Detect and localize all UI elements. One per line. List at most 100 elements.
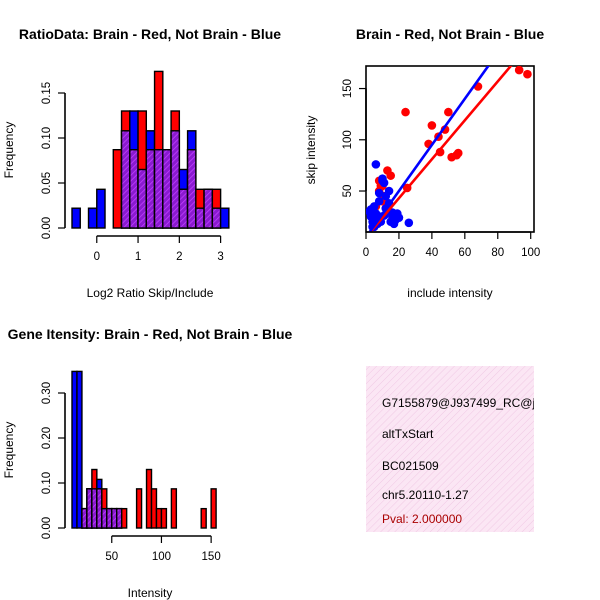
info-panel-background [366,366,534,532]
ratio-histogram-x-tick-label: 0 [94,251,100,263]
intensity-histogram-bar-brain [135,488,143,529]
scatter-point-brain [453,148,463,158]
intensity-histogram-bar-brain [200,507,207,529]
intensity-histogram-bar-not-brain [76,370,83,529]
scatter-point-not-brain [374,188,384,198]
scatter-x-tick-label: 60 [458,247,471,259]
ratio-histogram-bar-overlap [170,130,181,229]
ratio-histogram-bar-overlap [195,207,205,229]
intensity-histogram-bar-brain [155,507,163,529]
info-panel: G7155879@J937499_RC@j_at altTxStart BC02… [366,366,552,532]
ratio-histogram-bar-overlap [211,207,222,229]
intensity-histogram-bar-overlap [91,488,98,529]
scatter-point-brain [514,66,524,75]
scatter-xlabel: include intensity [407,286,492,300]
scatter-fit-line-not-brain [368,66,490,232]
ratio-histogram-y-tick-label: 0.10 [41,127,53,149]
intensity-histogram-axes: 50 100 150 0.00 0.10 0.20 0.30 [41,382,221,563]
ratio-histogram-y-tick-label: 0.00 [41,217,53,239]
ratio-histogram-x-tick-label: 2 [176,251,182,263]
intensity-histogram-bar-overlap [96,488,103,529]
ratio-histogram-bar-overlap [145,148,156,229]
scatter-y-tick-label: 50 [342,185,354,198]
scatter-points [366,66,532,232]
ratio-histogram-y-tick-label: 0.15 [41,82,53,104]
ratio-histogram-bar-not-brain [71,207,81,229]
info-event-type: altTxStart [382,427,434,441]
info-accession: BC021509 [382,459,439,473]
ratio-histogram-title: RatioData: Brain - Red, Not Brain - Blue [19,26,281,42]
intensity-histogram-y-tick-label: 0.30 [41,382,53,404]
intensity-histogram-bar-not-brain [71,370,78,529]
ratio-histogram-bar-not-brain [87,207,98,229]
intensity-histogram-bar-overlap [111,507,118,529]
scatter-point-brain [435,147,445,157]
ratio-histogram-bar-overlap [129,148,139,229]
scatter-point-not-brain [394,213,404,222]
intensity-histogram-bar-overlap [101,507,108,529]
intensity-histogram-bar-overlap [116,507,123,529]
intensity-histogram-bar-brain [210,488,217,529]
scatter-point-not-brain [366,205,376,214]
scatter-point-not-brain [384,186,394,196]
scatter-point-brain [427,121,437,130]
scatter-point-not-brain [371,160,381,169]
info-location: chr5.20110-1.27 [382,488,469,502]
intensity-histogram-title: Gene Itensity: Brain - Red, Not Brain - … [8,326,293,342]
ratio-histogram-bar-overlap [137,168,148,229]
ratio-histogram-x-tick-label: 3 [217,251,223,263]
scatter-y-tick-label: 150 [342,79,354,98]
intensity-histogram-bar-brain [160,507,168,529]
scatter-ylabel: skip intensity [304,116,318,185]
intensity-histogram-bar-brain [145,468,153,529]
scatter-point-brain [386,171,396,180]
scatter-title: Brain - Red, Not Brain - Blue [356,26,544,42]
ratio-histogram-panel: RatioData: Brain - Red, Not Brain - Blue… [2,26,281,300]
intensity-histogram-ylabel: Frequency [2,422,16,479]
ratio-histogram-ylabel: Frequency [2,122,16,179]
ratio-histogram-bar-not-brain [96,188,106,229]
ratio-histogram-bar-overlap [178,188,189,229]
ratio-histogram-bar-overlap [153,148,164,229]
scatter-point-brain [523,69,532,79]
ratio-histogram-x-tick-label: 1 [135,251,141,263]
ratio-histogram-bar-brain [112,148,123,229]
intensity-histogram-bar-brain [120,507,128,529]
intensity-histogram-x-tick-label: 100 [152,551,171,563]
intensity-histogram-bar-brain [170,488,178,529]
scatter-x-tick-label: 40 [425,247,438,259]
scatter-point-not-brain [404,218,414,228]
scatter-x-tick-label: 0 [363,247,369,259]
ratio-histogram-bars [71,70,230,229]
intensity-histogram-bar-overlap [86,488,93,529]
scatter-x-tick-label: 20 [393,247,406,259]
info-probe-id: G7155879@J937499_RC@j_at [382,396,552,410]
scatter-y-tick-label: 100 [342,130,354,149]
scatter-point-not-brain [378,174,387,184]
ratio-histogram-bar-overlap [186,148,197,229]
intensity-histogram-panel: Gene Itensity: Brain - Red, Not Brain - … [2,326,293,600]
scatter-point-not-brain [374,196,384,206]
scatter-point-brain [444,107,453,117]
scatter-panel: Brain - Red, Not Brain - Blue include in… [304,26,544,300]
intensity-histogram-bar-overlap [106,507,113,529]
ratio-histogram-axes: 0 1 2 3 0.00 0.05 0.10 0.15 [41,82,224,263]
scatter-point-brain [401,107,410,117]
intensity-histogram-x-tick-label: 50 [105,551,118,563]
intensity-histogram-bar-brain [150,488,158,529]
info-pval: Pval: 2.000000 [382,512,462,526]
intensity-histogram-y-tick-label: 0.00 [41,517,53,539]
scatter-x-tick-label: 80 [491,247,504,259]
ratio-histogram-bar-overlap [120,130,131,229]
scatter-x-tick-label: 100 [521,247,540,259]
intensity-histogram-bars [71,370,217,529]
ratio-histogram-bar-not-brain [219,207,230,229]
ratio-histogram-bar-overlap [162,148,172,229]
scatter-fit-line-brain [368,66,513,232]
ratio-histogram-y-tick-label: 0.05 [41,172,53,194]
intensity-histogram-xlabel: Intensity [128,586,173,600]
intensity-histogram-bar-overlap [81,507,88,529]
intensity-histogram-y-tick-label: 0.10 [41,472,53,494]
scatter-axes: 0 20 40 60 80 100 50 100 150 [342,79,540,259]
